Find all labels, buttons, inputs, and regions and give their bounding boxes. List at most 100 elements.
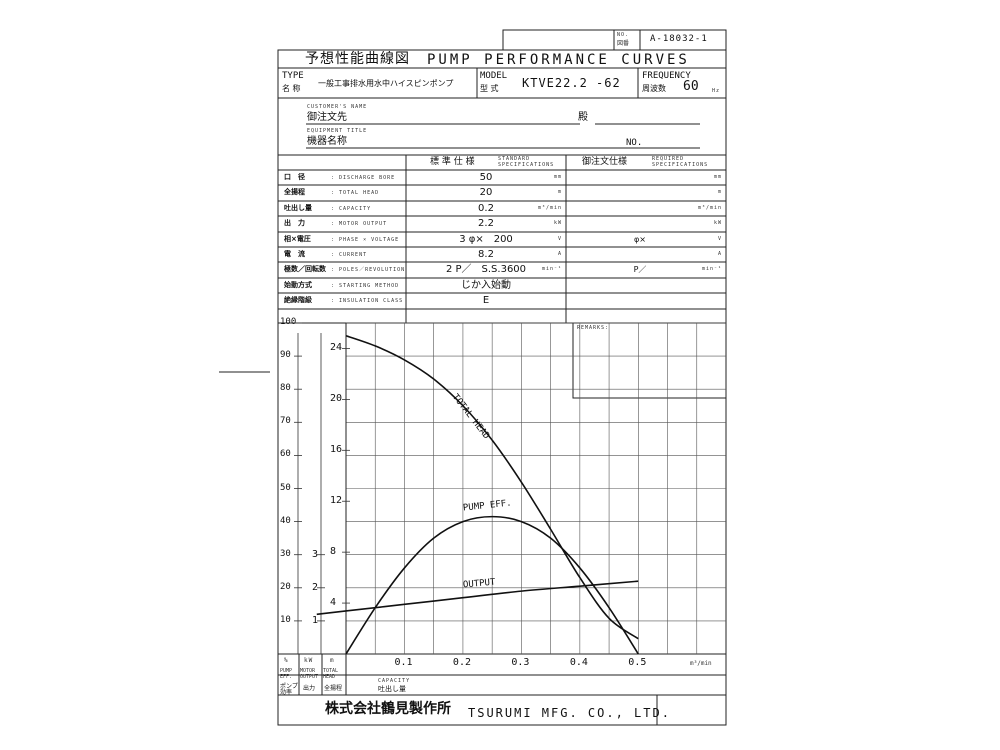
- company-name-en: TSURUMI MFG. CO., LTD.: [468, 706, 671, 720]
- frequency-label-jp: 周波数: [642, 84, 666, 93]
- company-name-jp: 株式会社鶴見製作所: [325, 701, 451, 717]
- spec-required-en1: REQUIRED: [652, 156, 685, 162]
- spec-required-unit: m³/min: [697, 205, 722, 211]
- total_head-tick-label: 8: [330, 546, 337, 558]
- frequency-value: 60: [683, 79, 699, 94]
- drawing-number: A-18032-1: [650, 34, 708, 44]
- head-jp-label: 全揚程: [324, 685, 343, 692]
- spec-standard-value: 8.2: [478, 249, 494, 260]
- capacity-jp-label: 吐出し量: [378, 685, 406, 693]
- spec-required-jp: 御注文仕様: [582, 157, 628, 167]
- spec-standard-en1: STANDARD: [498, 156, 531, 162]
- pump_eff-tick-label: 90: [280, 350, 291, 361]
- spec-label-en: : TOTAL HEAD: [331, 190, 380, 196]
- pump_eff-tick-label: 70: [280, 416, 291, 427]
- type-label-jp: 名 称: [282, 84, 301, 93]
- spec-label-en: : CAPACITY: [331, 206, 372, 212]
- model-value: KTVE22.2 -62: [522, 76, 621, 90]
- pump_eff-tick-label: 30: [280, 548, 291, 559]
- spec-standard-value: E: [482, 295, 490, 306]
- spec-label-jp: 全揚程: [284, 188, 305, 196]
- type-value: 一般工事排水用水中ハイスピンポンプ: [318, 79, 454, 88]
- spec-standard-unit: min⁻¹: [541, 266, 562, 272]
- x-tick-label: 0.1: [394, 657, 413, 668]
- model-label-jp: 型 式: [480, 84, 499, 93]
- pump_eff-tick-label: 20: [280, 581, 291, 592]
- x-unit-label: m³/min: [690, 660, 712, 667]
- pump_eff-tick-label: 60: [280, 449, 291, 460]
- pump_eff-tick-label: 80: [280, 383, 291, 394]
- spec-label-jp: 電 流: [284, 250, 305, 258]
- customer-label-jp: 御注文先: [307, 112, 347, 123]
- head-unit-label: m: [330, 657, 335, 664]
- spec-required-en2: SPECIFICATIONS: [652, 162, 709, 168]
- frequency-unit: Hz: [712, 88, 721, 94]
- x-tick-label: 0.3: [511, 657, 530, 668]
- output-tick-label: 2: [312, 581, 319, 593]
- spec-required-value: φ×: [634, 235, 646, 244]
- total_head-tick-label: 12: [330, 495, 343, 507]
- pump_eff-tick-label: 100: [280, 317, 297, 327]
- spec-label-en: : STARTING METHOD: [331, 283, 400, 289]
- customer-suffix: 殿: [578, 112, 588, 123]
- spec-standard-value: 2 P／ S.S.3600: [445, 264, 527, 275]
- pump_eff-tick-label: 10: [280, 614, 291, 625]
- spec-label-en: : POLES／REVOLUTION: [331, 267, 406, 273]
- spec-label-jp: 極数／回転数: [284, 265, 326, 273]
- eff-jp-label: ポンプ効率: [280, 683, 298, 696]
- capacity-en-label: CAPACITY: [378, 678, 411, 684]
- output-jp-label: 出力: [303, 685, 316, 692]
- spec-label-en: : DISCHARGE BORE: [331, 175, 396, 181]
- x-tick-label: 0.2: [452, 657, 471, 668]
- spec-standard-jp: 標 準 仕 様: [430, 157, 475, 167]
- spec-standard-unit: m: [557, 189, 562, 195]
- head-en-label: TOTAL HEAD: [323, 668, 339, 680]
- output-tick-label: 1: [312, 614, 319, 626]
- spec-required-value: P／: [633, 265, 647, 274]
- spec-standard-value: 0.2: [478, 203, 494, 214]
- eff-en-label: PUMP EFF.: [280, 668, 293, 680]
- type-label-en: TYPE: [282, 71, 304, 81]
- equipment-label-jp: 機器名称: [307, 136, 347, 147]
- spec-standard-unit: V: [557, 236, 562, 242]
- total_head-tick-label: 16: [330, 444, 343, 456]
- frequency-label-en: FREQUENCY: [642, 71, 691, 81]
- model-label-en: MODEL: [480, 71, 508, 81]
- total_head-tick-label: 4: [330, 597, 337, 609]
- spec-required-unit: m: [717, 189, 722, 195]
- spec-label-en: : PHASE × VOLTAGE: [331, 237, 400, 243]
- pump-eff-curve: [345, 515, 639, 655]
- spec-standard-unit: A: [557, 251, 562, 257]
- spec-standard-value: じか入始動: [461, 280, 511, 291]
- x-tick-label: 0.5: [628, 657, 647, 668]
- total-head-curve: [345, 334, 639, 640]
- spec-label-jp: 口 径: [284, 173, 305, 181]
- x-tick-label: 0.4: [569, 657, 588, 668]
- spec-label-jp: 出 力: [284, 219, 305, 227]
- spec-required-unit: min⁻¹: [701, 266, 722, 272]
- spec-standard-en2: SPECIFICATIONS: [498, 162, 555, 168]
- spec-required-unit: V: [717, 236, 722, 242]
- pump_eff-tick-label: 40: [280, 515, 291, 526]
- output-unit-label: kW: [304, 657, 314, 664]
- spec-standard-value: 2.2: [478, 218, 494, 229]
- spec-standard-value: 20: [479, 187, 493, 198]
- spec-label-en: : INSULATION CLASS: [331, 298, 404, 304]
- spec-standard-value: 3 φ× 200: [459, 234, 513, 245]
- customer-label-en: CUSTOMER'S NAME: [307, 104, 368, 110]
- spec-label-jp: 吐出し量: [284, 204, 312, 212]
- eff-unit-label: %: [284, 657, 289, 664]
- spec-label-en: : MOTOR OUTPUT: [331, 221, 388, 227]
- drawing-no-label-2: 図番: [617, 40, 630, 47]
- spec-standard-unit: m³/min: [537, 205, 562, 211]
- total_head-tick-label: 24: [330, 342, 343, 354]
- output-curve: [316, 580, 639, 616]
- spec-label-jp: 相×電圧: [284, 235, 311, 243]
- pump_eff-tick-label: 50: [280, 482, 291, 493]
- title-jp: 予想性能曲線図: [305, 51, 410, 67]
- output-en-label: MOTOR OUTPUT: [300, 668, 319, 680]
- drawing-no-label-1: NO.: [617, 32, 630, 38]
- output-tick-label: 3: [312, 548, 319, 560]
